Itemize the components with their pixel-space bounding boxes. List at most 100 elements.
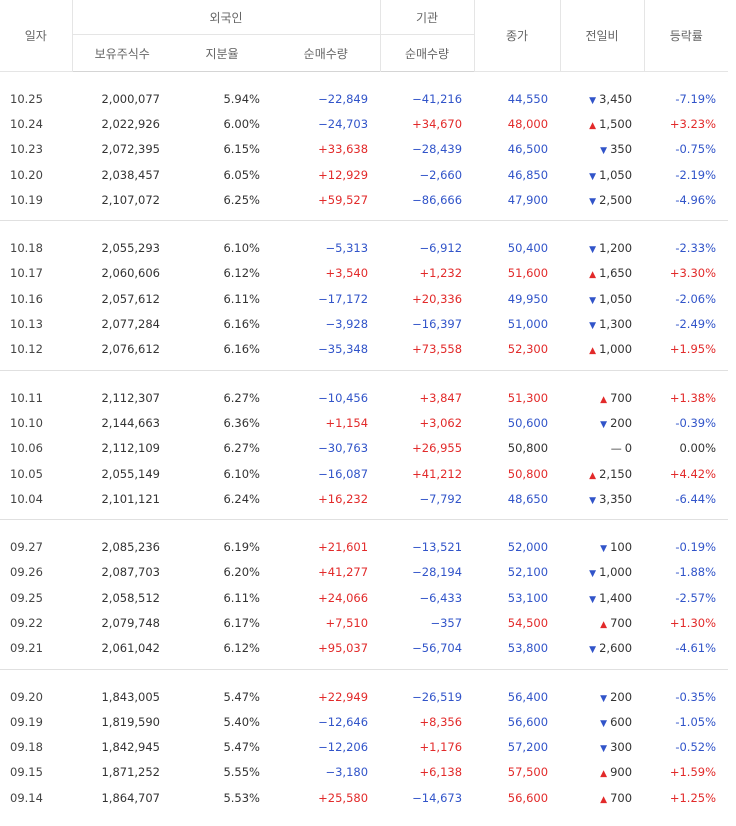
cell-ratio: 6.19% [223,540,260,555]
cell-holdings: 2,060,606 [101,266,160,281]
cell-change: ▼ 200 [560,669,644,709]
cell-inst-net: +3,847 [419,390,463,405]
change-value: 100 [610,540,633,555]
triangle-down-icon: ▼ [589,295,597,306]
cell-foreign-net: −17,172 [318,291,369,306]
cell-change: ▼ 600 [560,709,644,734]
table-row: 10.25 2,000,077 5.94% −22,849 −41,216 44,550 ▼… [0,72,728,112]
cell-inst-net: +26,955 [412,441,463,456]
cell-date: 09.14 [10,790,43,805]
cell-ratio: 5.47% [223,689,260,704]
cell-close: 50,600 [507,415,549,430]
cell-foreign-net: −5,313 [325,241,369,256]
cell-holdings: 1,871,252 [101,765,160,780]
cell-change: ▲ 700 [560,785,644,818]
cell-change: ▲ 1,650 [560,261,644,286]
cell-inst-net: −7,792 [380,486,475,521]
cell-change: ▲ 900 [560,760,644,785]
cell-change: ▼ 300 [560,735,644,760]
cell-close: 46,850 [507,167,549,182]
cell-change: ▲ 700 [560,370,644,410]
cell-change: ▼ 3,450 [560,72,644,112]
cell-rate: +4.42% [669,466,717,481]
table-row: 10.11 2,112,307 6.27% −10,456 +3,847 51,300 ▲ 7… [0,370,728,410]
cell-change: ▲ 1,500 [560,111,644,136]
header-close: 종가 [473,0,561,72]
cell-foreign-net: +7,510 [325,615,369,630]
table-row: 09.20 1,843,005 5.47% +22,949 −26,519 56,400 ▼… [0,669,728,709]
change-value: 2,150 [599,466,633,481]
cell-close: 48,000 [507,116,549,131]
cell-date: 09.18 [10,740,43,755]
change-value: 600 [610,714,633,729]
cell-inst-net: +8,356 [419,714,463,729]
cell-close: 50,800 [507,466,549,481]
cell-ratio: 6.16% [172,336,272,371]
cell-foreign-net: +12,929 [318,167,369,182]
change-value: 200 [610,689,633,704]
table-row: 10.23 2,072,395 6.15% +33,638 −28,439 46,500 ▼… [0,137,728,162]
cell-rate: -0.75% [675,142,717,157]
change-value: 1,300 [599,317,633,332]
triangle-down-icon: ▼ [589,569,597,580]
cell-inst-net: −28,439 [412,142,463,157]
table-row: 09.25 2,058,512 6.11% +24,066 −6,433 53,100 ▼ 1… [0,585,728,610]
cell-holdings: 1,819,590 [101,714,160,729]
cell-rate: -2.57% [675,590,717,605]
cell-change: ▲ 2,150 [560,461,644,486]
cell-foreign-net: −10,456 [318,390,369,405]
table-row: 09.21 2,061,042 6.12% +95,037 −56,704 53,800 ▼… [0,635,729,670]
cell-change: —0 [560,436,644,461]
change-value: 1,000 [599,342,633,357]
table-row: 09.15 1,871,252 5.55% −3,180 +6,138 57,500 ▲ 90… [0,760,728,785]
cell-ratio: 5.47% [223,740,260,755]
cell-holdings: 2,038,457 [101,167,160,182]
cell-date: 10.05 [10,466,43,481]
cell-holdings: 1,864,707 [101,790,160,805]
change-value: 1,200 [599,241,633,256]
cell-holdings: 2,057,612 [101,291,160,306]
cell-rate: +1.38% [669,390,717,405]
table-row: 10.04 2,101,121 6.24% +16,232 −7,792 48,650 ▼ 3… [0,486,729,521]
cell-ratio: 6.11% [223,590,260,605]
cell-inst-net: +6,138 [419,765,463,780]
header-ratio: 지분율 [172,34,272,72]
header-inst-net: 순매수량 [379,34,475,72]
cell-inst-net: +1,176 [419,740,463,755]
cell-inst-net: −2,660 [419,167,463,182]
cell-holdings: 2,079,748 [101,615,160,630]
cell-change: ▼ 2,500 [560,187,645,222]
cell-rate: -0.39% [675,415,717,430]
cell-rate: -0.35% [675,689,717,704]
triangle-down-icon: ▼ [600,419,608,430]
cell-inst-net: −26,519 [412,689,463,704]
cell-holdings: 2,058,512 [101,590,160,605]
cell-close: 56,600 [507,714,549,729]
cell-ratio: 6.10% [223,241,260,256]
header-holdings: 보유주식수 [71,34,172,72]
cell-rate: -1.88% [675,565,717,580]
cell-rate: -2.49% [675,317,717,332]
triangle-up-icon: ▲ [600,769,608,780]
cell-ratio: 5.53% [223,790,260,805]
cell-ratio: 6.10% [223,466,260,481]
cell-ratio: 6.12% [172,635,272,670]
cell-ratio: 6.17% [223,615,260,630]
cell-date: 09.21 [0,635,72,670]
cell-close: 52,300 [474,336,561,371]
cell-foreign-net: +25,580 [318,790,369,805]
cell-inst-net: −14,673 [412,790,463,805]
cell-holdings: 2,000,077 [101,91,160,106]
cell-change: ▼ 350 [560,137,644,162]
triangle-down-icon: ▼ [600,146,608,157]
cell-holdings: 2,061,042 [72,635,172,670]
cell-close: 52,100 [507,565,549,580]
cell-ratio: 6.15% [223,142,260,157]
cell-close: 56,400 [507,689,549,704]
change-value: 2,500 [599,192,633,207]
cell-date: 10.11 [10,390,43,405]
cell-holdings: 2,055,293 [101,241,160,256]
cell-foreign-net: +59,527 [272,187,381,222]
cell-date: 09.15 [10,765,43,780]
cell-close: 44,550 [507,91,549,106]
